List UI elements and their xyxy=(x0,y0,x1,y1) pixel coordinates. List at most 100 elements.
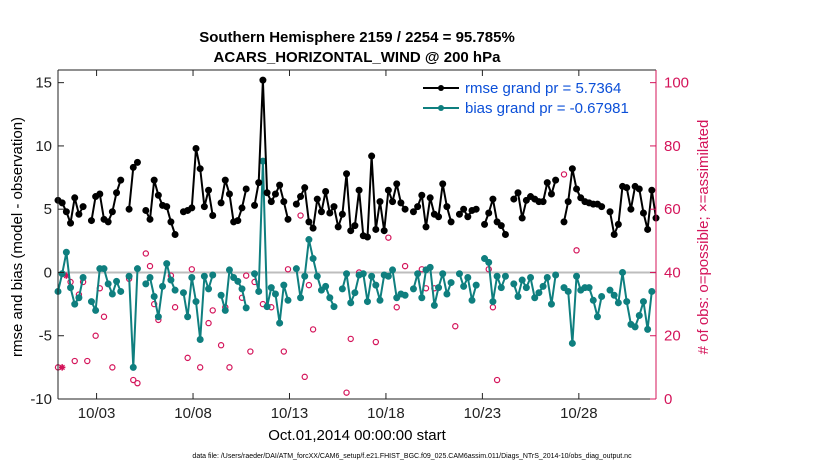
bias-point xyxy=(192,298,200,306)
rmse-point xyxy=(614,220,622,228)
legend-bias-label: bias grand pr = -0.67981 xyxy=(465,100,629,117)
obs-possible-point xyxy=(493,376,501,384)
bias-point xyxy=(230,274,238,282)
bias-point xyxy=(125,272,133,280)
bias-point xyxy=(267,284,275,292)
rmse-point xyxy=(460,205,468,213)
rmse-point xyxy=(510,195,518,203)
obs-possible-point xyxy=(71,357,78,365)
bias-point xyxy=(376,296,384,304)
bias-point xyxy=(263,303,271,311)
bias-point xyxy=(271,290,279,298)
rmse-point xyxy=(142,206,150,214)
bias-point xyxy=(343,270,351,278)
rmse-point xyxy=(317,208,325,216)
bias-point xyxy=(338,285,346,293)
x-tick-label: 10/28 xyxy=(560,405,598,422)
bias-point xyxy=(564,287,572,295)
bias-point xyxy=(276,319,284,327)
rmse-point xyxy=(380,227,388,235)
rmse-point xyxy=(313,195,321,203)
rmse-point xyxy=(113,189,121,197)
rmse-point xyxy=(522,196,530,204)
bias-point xyxy=(359,270,367,278)
obs-possible-point xyxy=(385,234,392,241)
rmse-point xyxy=(150,176,158,184)
rmse-point xyxy=(439,180,447,188)
chart-title-line1: Southern Hemisphere 2159 / 2254 = 95.785… xyxy=(199,29,515,46)
bias-point xyxy=(439,270,447,278)
rmse-point xyxy=(514,189,522,197)
rmse-point xyxy=(610,231,618,238)
rmse-point xyxy=(334,223,342,231)
rmse-point xyxy=(472,205,480,213)
rmse-point xyxy=(564,198,572,206)
rmse-point xyxy=(196,165,204,173)
bias-point xyxy=(497,284,505,292)
rmse-point xyxy=(543,179,551,187)
bias-point xyxy=(606,286,614,294)
obs-possible-point xyxy=(226,364,233,371)
rmse-point xyxy=(639,209,647,217)
rmse-point xyxy=(560,218,568,226)
rmse-point xyxy=(422,223,430,231)
bias-point xyxy=(447,279,455,287)
bias-point xyxy=(472,281,480,289)
rmse-point xyxy=(481,220,489,228)
rmse-point xyxy=(539,198,547,206)
legend-rmse: rmse grand pr = 5.7364 xyxy=(423,80,621,97)
bias-point xyxy=(322,282,330,290)
y-tick-label-left: 10 xyxy=(35,138,52,155)
rmse-point xyxy=(284,215,292,223)
rmse-point xyxy=(389,198,397,206)
x-tick-label: 10/18 xyxy=(367,405,405,422)
rmse-point xyxy=(146,215,154,223)
y-tick-label-right: 100 xyxy=(664,75,689,92)
rmse-point xyxy=(301,184,309,192)
bias-point xyxy=(167,276,175,284)
y-tick-label-left: 15 xyxy=(35,75,52,92)
bias-point xyxy=(251,270,259,278)
series-layer xyxy=(54,76,660,396)
bias-point xyxy=(159,282,167,290)
legend-rmse-marker xyxy=(438,85,444,91)
obs-possible-point xyxy=(188,266,196,273)
bias-point xyxy=(92,306,100,314)
rmse-point xyxy=(58,199,66,207)
obs-possible-point xyxy=(134,379,141,387)
bias-point xyxy=(568,339,576,347)
obs-possible-point xyxy=(280,348,288,355)
obs-possible-point xyxy=(205,319,212,327)
bias-point xyxy=(372,281,380,289)
bias-point xyxy=(610,291,618,299)
rmse-point xyxy=(384,186,392,194)
plot-area xyxy=(58,70,656,399)
bias-point xyxy=(67,284,75,292)
obs-possible-point xyxy=(84,357,91,365)
bias-point xyxy=(221,306,229,314)
x-tick-label: 10/08 xyxy=(174,405,212,422)
bias-point xyxy=(188,274,196,282)
obs-possible-point xyxy=(305,281,313,289)
rmse-point xyxy=(167,218,175,226)
bias-point xyxy=(108,290,116,298)
bias-point xyxy=(401,291,409,299)
bias-point xyxy=(297,294,305,302)
x-axis-label: Oct.01,2014 00:00:00 start xyxy=(268,427,446,444)
rmse-point xyxy=(129,163,137,171)
rmse-point xyxy=(79,203,87,211)
rmse-point xyxy=(489,195,497,203)
rmse-point xyxy=(238,204,246,212)
chart-title-line2: ACARS_HORIZONTAL_WIND @ 200 hPa xyxy=(214,49,502,66)
bias-point xyxy=(317,286,325,294)
rmse-point xyxy=(267,198,275,206)
rmse-point xyxy=(644,225,652,233)
bias-point xyxy=(196,336,204,344)
rmse-point xyxy=(75,210,83,218)
bias-point xyxy=(631,323,639,331)
bias-point xyxy=(435,284,443,292)
legend-bias-marker xyxy=(438,105,444,111)
bias-point xyxy=(347,299,355,307)
obs-possible-point xyxy=(309,326,317,333)
